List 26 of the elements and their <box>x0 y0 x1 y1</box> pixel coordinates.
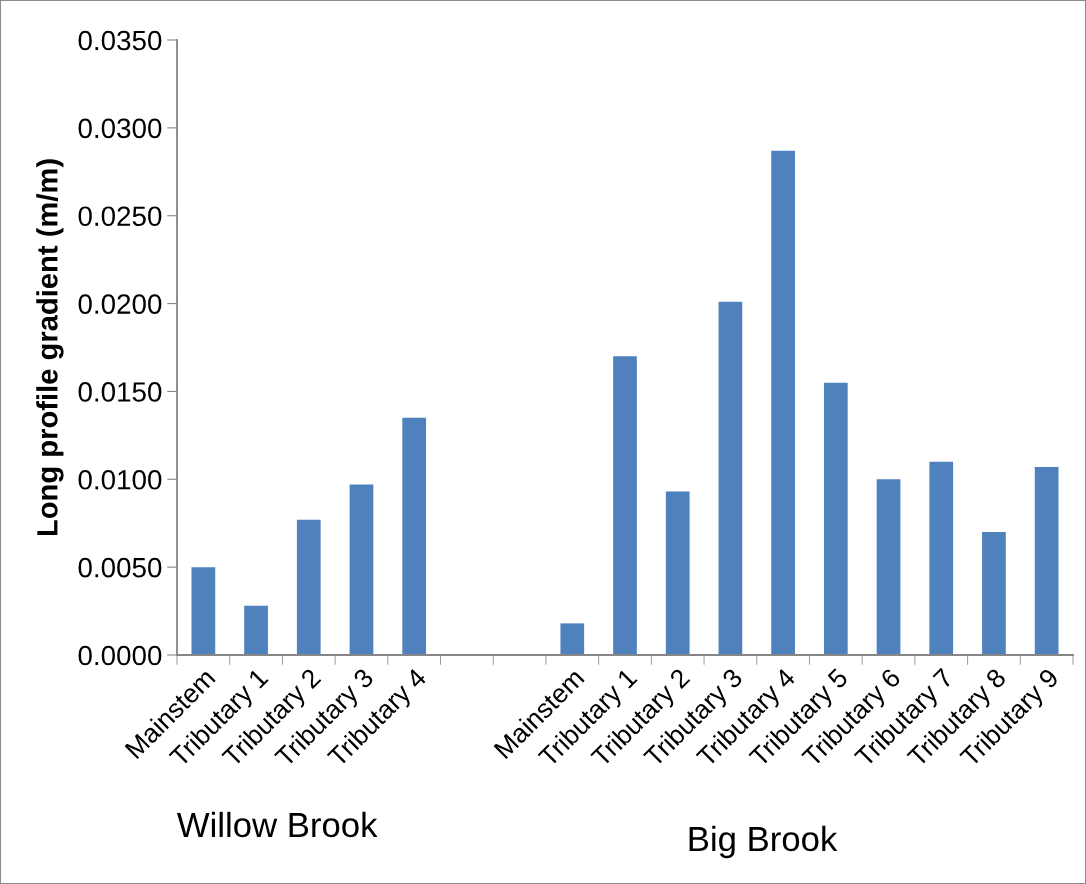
y-tick-label: 0.0150 <box>78 382 162 402</box>
bar <box>665 491 690 655</box>
text: Big Brook <box>689 825 838 859</box>
bar <box>718 301 743 655</box>
bar <box>191 567 216 655</box>
text: Willow Brook <box>176 811 378 838</box>
bar <box>876 479 901 655</box>
bar <box>244 605 268 655</box>
bar <box>560 623 585 655</box>
y-tick-label: 0.0300 <box>78 118 162 139</box>
y-tick-label: 0.0200 <box>78 294 162 314</box>
bar <box>402 417 427 655</box>
bar <box>982 532 1006 655</box>
y-tick-label: 0.0350 <box>78 30 162 51</box>
bar <box>823 382 848 655</box>
y-tick-label: 0.0050 <box>78 557 162 578</box>
y-axis-title: Long profile gradient (m/m) <box>36 159 64 536</box>
y-tick-label: 0.0100 <box>78 469 162 490</box>
y-tick-label: 0.0000 <box>78 645 162 666</box>
bar <box>613 356 637 655</box>
bar <box>349 484 374 655</box>
bar <box>771 150 795 655</box>
y-tick-label: 0.0250 <box>78 206 162 227</box>
bar <box>1034 466 1059 655</box>
bar <box>296 519 321 655</box>
bar <box>929 461 954 655</box>
